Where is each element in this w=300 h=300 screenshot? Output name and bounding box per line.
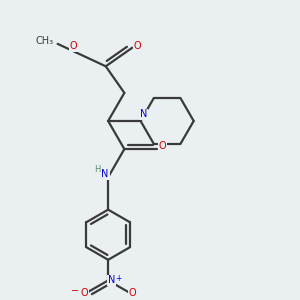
Text: O: O (128, 288, 136, 298)
Text: O: O (159, 141, 166, 151)
Text: O: O (80, 288, 88, 298)
Text: CH₃: CH₃ (35, 36, 53, 46)
Text: O: O (134, 41, 142, 51)
Text: N: N (108, 275, 116, 285)
Text: −: − (71, 286, 79, 296)
Text: N: N (140, 110, 147, 119)
Text: N: N (101, 169, 109, 179)
Text: H: H (94, 165, 100, 174)
Text: +: + (115, 274, 122, 283)
Text: O: O (70, 41, 77, 51)
